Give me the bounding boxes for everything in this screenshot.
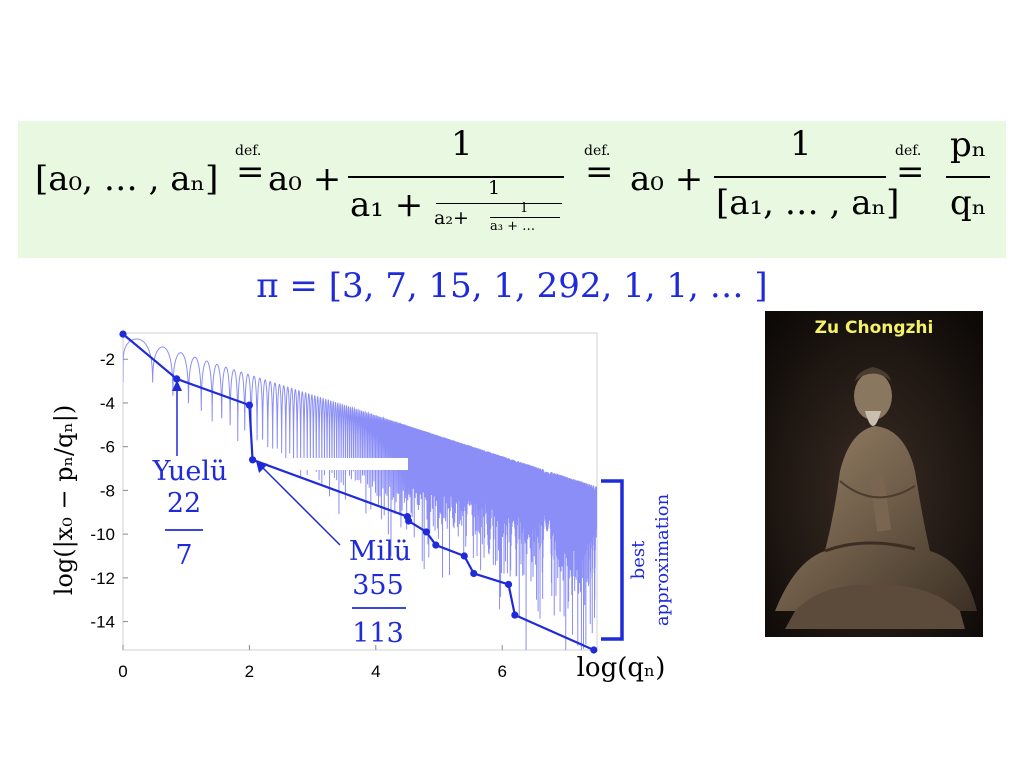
data-point-0 xyxy=(119,330,127,338)
nested-numerator: 1 xyxy=(488,177,501,199)
def-label-2: def. xyxy=(584,143,611,159)
a0-plus-1: a₀ + xyxy=(268,159,342,199)
y-tick-label-6: -14 xyxy=(90,613,115,632)
sequence-bracket: [a₀, … , aₙ] xyxy=(35,159,219,199)
svg-text:best: best xyxy=(628,540,649,579)
milu-arrowhead xyxy=(256,461,268,473)
inner-numerator: 1 xyxy=(520,201,529,216)
yuelu-label: Yuelü xyxy=(152,456,228,487)
svg-text:log(|x₀ − pₙ/qₙ|): log(|x₀ − pₙ/qₙ|) xyxy=(50,405,79,596)
x-axis-ticks: 0 2 4 6 xyxy=(118,645,507,681)
numerator-one-1: 1 xyxy=(451,124,473,164)
def-equals-2: = xyxy=(585,152,614,192)
yuelu-numerator: 22 xyxy=(167,488,201,519)
y-tick-label-4: -10 xyxy=(90,525,115,544)
numerator-one-2: 1 xyxy=(790,124,812,164)
def-label-1: def. xyxy=(235,143,262,159)
denominator-sequence: [a₁, … , aₙ] xyxy=(716,183,900,223)
bracket-label: best approximation xyxy=(628,493,673,626)
nested-fraction-bar xyxy=(436,203,562,204)
denominator-a1-plus: a₁ + xyxy=(350,185,424,225)
milu-denominator: 113 xyxy=(352,618,404,649)
zu-chongzhi-photo xyxy=(765,311,983,637)
y-axis-ticks: -2 -4 -6 -8 -10 -12 -14 xyxy=(90,350,128,632)
x-tick-label-0: 0 xyxy=(118,662,127,681)
error-plot: 0 2 4 6 -2 -4 -6 -8 -10 -12 -14 log(|x₀ − pₙ/qₙ|)… xyxy=(50,330,673,683)
svg-text:approximation: approximation xyxy=(652,493,673,626)
y-tick-label-5: -12 xyxy=(90,569,115,588)
def-equals-1: = xyxy=(236,152,265,192)
best-approximation-bracket xyxy=(601,479,624,641)
data-point-6 xyxy=(422,528,430,536)
inner-denominator: a₃ + … xyxy=(490,219,536,234)
oscillation-series xyxy=(123,338,597,650)
continued-fraction-definition: [a₀, … , aₙ] def. = a₀ + 1 a₁ + 1 a₂+ 1 … xyxy=(18,121,1006,258)
best-approximation-points xyxy=(119,330,598,654)
data-point-2 xyxy=(245,401,253,409)
x-tick-label-1: 2 xyxy=(245,662,254,681)
pi-continued-fraction: π = [3, 7, 15, 1, 292, 1, 1, … ] xyxy=(256,266,768,306)
statue-image xyxy=(765,311,983,637)
y-tick-label-1: -4 xyxy=(100,394,115,413)
photo-caption: Zu Chongzhi xyxy=(814,318,934,338)
plot-gap xyxy=(258,458,408,470)
data-point-8 xyxy=(460,552,468,560)
yuelu-denominator: 7 xyxy=(175,540,192,571)
qn-denominator: qₙ xyxy=(950,183,987,223)
inner-fraction-bar xyxy=(490,217,560,218)
data-point-11 xyxy=(511,611,519,619)
y-axis-label: log(|x₀ − pₙ/qₙ|) xyxy=(50,405,79,596)
y-tick-label-0: -2 xyxy=(100,350,115,369)
data-point-10 xyxy=(504,580,513,589)
x-tick-label-3: 6 xyxy=(497,662,506,681)
fraction-bar-2 xyxy=(714,176,886,178)
def-equals-3: = xyxy=(896,152,925,192)
pn-numerator: pₙ xyxy=(950,125,987,165)
oscillation-line xyxy=(123,338,597,650)
milu-label: Milü xyxy=(349,536,411,567)
y-tick-label-3: -8 xyxy=(100,481,115,500)
fraction-bar-1 xyxy=(348,176,564,178)
yuelu-arrowhead xyxy=(172,380,182,391)
x-tick-label-2: 4 xyxy=(371,662,380,681)
pn-qn-bar xyxy=(946,176,990,178)
milu-numerator: 355 xyxy=(352,570,404,601)
data-point-1 xyxy=(173,375,181,383)
data-point-9 xyxy=(470,569,478,578)
data-point-3 xyxy=(248,456,257,464)
x-axis-label: log(qₙ) xyxy=(577,653,666,683)
def-label-3: def. xyxy=(895,143,922,159)
nested-denominator: a₂+ xyxy=(434,207,469,229)
milu-arrow xyxy=(258,463,341,546)
data-point-7 xyxy=(432,541,440,549)
data-point-12 xyxy=(590,646,598,654)
y-tick-label-2: -6 xyxy=(100,438,115,457)
data-point-5 xyxy=(405,517,413,525)
a0-plus-2: a₀ + xyxy=(630,159,704,199)
